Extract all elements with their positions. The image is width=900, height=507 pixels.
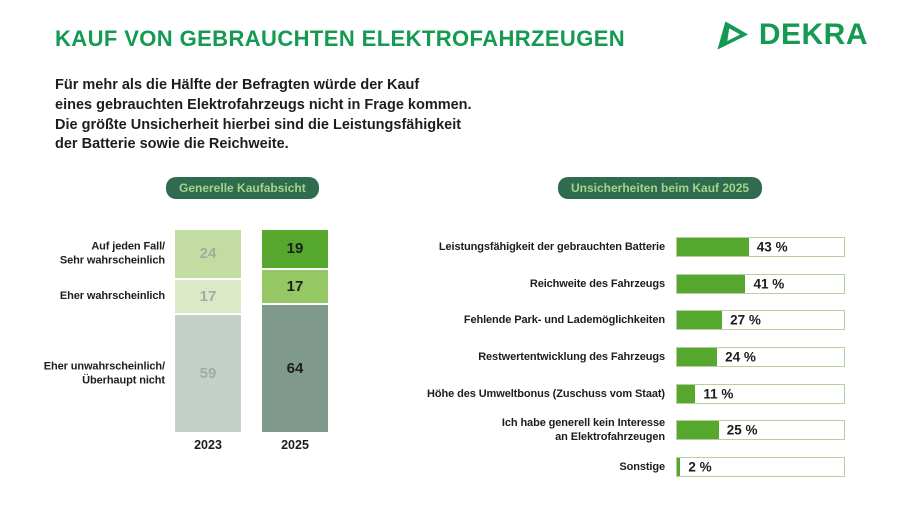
hbar-fill <box>677 457 681 476</box>
hbar-value: 41 % <box>753 276 785 292</box>
hbar-label: Höhe des Umweltbonus (Zuschuss vom Staat… <box>427 387 665 400</box>
axis-label-2023: 2023 <box>194 438 222 452</box>
hbar-label: Restwertentwicklung des Fahrzeugs <box>478 351 665 364</box>
hbar-row: Ich habe generell kein Interesse an Elekt… <box>450 412 845 449</box>
hbar-label: Fehlende Park- und Lademöglichkeiten <box>463 314 665 327</box>
intro-line: Die größte Unsicherheit hierbei sind die… <box>55 116 462 133</box>
segment-value: 19 <box>286 240 304 258</box>
axis-label-2025: 2025 <box>281 438 309 452</box>
hbar-value: 11 % <box>703 386 734 402</box>
hbar-track: 27 % <box>676 310 845 331</box>
intro-paragraph: Für mehr als die Hälfte der Befragten wü… <box>55 76 472 155</box>
hbar-row: Sonstige 2 % <box>450 449 845 486</box>
hbar-fill <box>677 384 696 403</box>
segment-value: 59 <box>199 365 217 383</box>
bar-segment: 64 <box>262 305 328 432</box>
hbar-row: Höhe des Umweltbonus (Zuschuss vom Staat… <box>427 375 845 412</box>
hbar-fill <box>677 421 719 440</box>
hbar-track: 11 % <box>676 383 845 404</box>
intro-line: der Batterie sowie die Reichweite. <box>55 136 289 153</box>
page-title: KAUF VON GEBRAUCHTEN ELEKTROFAHRZEUGEN <box>55 26 626 51</box>
dekra-brand-text: DEKRA <box>758 18 868 51</box>
hbar-fill <box>677 348 718 367</box>
hbar-fill <box>677 274 746 293</box>
hbar-row: Leistungsfähigkeit der gebrauchten Batte… <box>439 229 845 266</box>
right-chart-title-badge: Unsicherheiten beim Kauf 2025 <box>558 177 763 199</box>
segment-label: Eher unwahrscheinlich/Überhaupt nicht <box>43 360 165 387</box>
segment-value: 64 <box>286 360 304 378</box>
segment-value: 17 <box>286 277 304 295</box>
intro-line: eines gebrauchten Elektrofahrzeugs nicht… <box>55 96 472 113</box>
segment-value: 17 <box>199 287 217 305</box>
hbar-label: Leistungsfähigkeit der gebrauchten Batte… <box>438 241 665 254</box>
hbar-track: 24 % <box>676 347 845 368</box>
bar-segment: 17 <box>175 279 241 314</box>
hbar-value: 43 % <box>756 239 788 255</box>
hbar-value: 25 % <box>726 422 758 438</box>
hbar-value: 24 % <box>725 349 756 365</box>
hbar-track: 2 % <box>676 456 845 477</box>
left-chart-title-badge: Generelle Kaufabsicht <box>166 177 319 199</box>
bar-segment: 17 <box>262 269 328 304</box>
segment-label: Eher wahrscheinlich <box>59 290 165 303</box>
dekra-logo: DEKRA <box>716 18 868 52</box>
hbar-rows: Leistungsfähigkeit der gebrauchten Batte… <box>427 229 845 486</box>
hbar-track: 41 % <box>676 273 845 294</box>
hbar-label: Sonstige <box>619 460 665 473</box>
stacked-bar-2023: 24 17 59 <box>175 230 241 432</box>
bar-segment: 24 <box>175 230 241 278</box>
stacked-bar-2025: 19 17 64 <box>262 230 328 432</box>
hbar-track: 43 % <box>676 237 845 258</box>
intro-line: Für mehr als die Hälfte der Befragten wü… <box>55 77 420 93</box>
bar-segment: 59 <box>175 315 241 432</box>
hbar-fill <box>677 311 723 330</box>
hbar-track: 25 % <box>676 420 845 441</box>
hbar-label: Reichweite des Fahrzeugs <box>529 277 665 290</box>
hbar-row: Fehlende Park- und Lademöglichkeiten 27 % <box>450 302 845 339</box>
segment-value: 24 <box>199 245 217 263</box>
segment-label: Auf jeden Fall/Sehr wahrscheinlich <box>59 240 165 267</box>
hbar-row: Restwertentwicklung des Fahrzeugs 24 % <box>450 339 845 376</box>
hbar-row: Reichweite des Fahrzeugs 41 % <box>450 266 845 303</box>
dekra-arrow-icon <box>717 20 748 50</box>
hbar-value: 2 % <box>688 459 712 475</box>
hbar-value: 27 % <box>730 312 761 328</box>
hbar-fill <box>677 238 749 257</box>
hbar-label: Ich habe generell kein Interesse an Elekt… <box>501 417 665 444</box>
bar-segment: 19 <box>262 230 328 268</box>
